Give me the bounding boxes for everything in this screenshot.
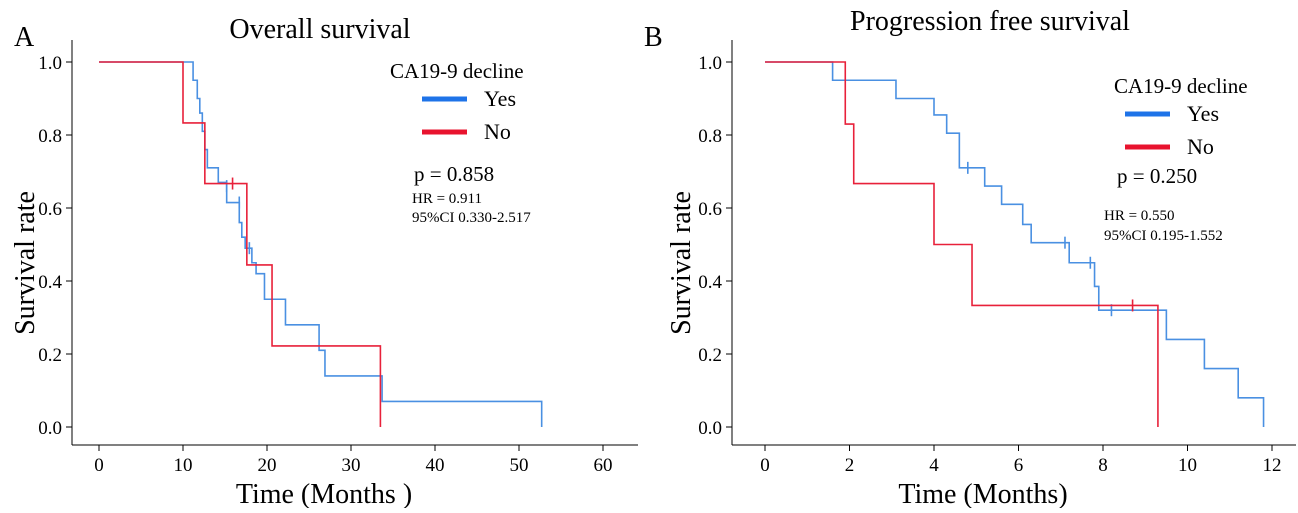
panel-b-y-tick-label: 0.8 bbox=[698, 126, 722, 147]
panel-a-x-tick-label: 20 bbox=[258, 455, 277, 476]
panel-a-y-tick-label: 0.2 bbox=[38, 345, 62, 366]
panel-a-y-tick-label: 0.0 bbox=[38, 418, 62, 439]
panel-b-p-value: p = 0.250 bbox=[1117, 164, 1197, 188]
panel-b-x-tick-label: 10 bbox=[1178, 455, 1197, 476]
panel-b-confidence-interval: 95%CI 0.195-1.552 bbox=[1104, 228, 1223, 244]
panel-a-y-axis-label: Survival rate bbox=[10, 191, 41, 335]
panel-b-x-tick-label: 8 bbox=[1098, 455, 1108, 476]
panel-b-hazard-ratio: HR = 0.550 bbox=[1104, 208, 1175, 224]
panel-b-y-tick-label: 0.0 bbox=[698, 418, 722, 439]
panel-b-x-tick-label: 2 bbox=[845, 455, 855, 476]
panel-a-y-tick-label: 1.0 bbox=[38, 53, 62, 74]
panel-b-y-tick-label: 0.6 bbox=[698, 199, 722, 220]
panel-a-curve-no bbox=[99, 61, 382, 427]
panel-b-legend-label-no: No bbox=[1187, 134, 1214, 159]
panel-b-x-tick-label: 4 bbox=[929, 455, 939, 476]
panel-b-curve-no bbox=[765, 61, 1159, 427]
panel-b-legend-title: CA19-9 decline bbox=[1114, 74, 1248, 98]
panel-b-letter: B bbox=[644, 22, 663, 53]
panel-b-y-axis-label: Survival rate bbox=[666, 191, 697, 335]
panel-a-title: Overall survival bbox=[229, 14, 410, 45]
panel-a-legend-label-yes: Yes bbox=[484, 86, 516, 111]
panel-b-x-axis-label: Time (Months) bbox=[898, 479, 1067, 508]
panel-a-x-axis-label: Time (Months ) bbox=[236, 479, 412, 508]
panel-a-x-tick-label: 30 bbox=[342, 455, 361, 476]
panel-a-x-tick-label: 50 bbox=[510, 455, 529, 476]
panel-a: A Overall survival Time (Months ) Surviv… bbox=[10, 14, 638, 510]
panel-b: B Progression free survival Time (Months… bbox=[644, 6, 1296, 510]
panel-a-y-tick-label: 0.6 bbox=[38, 199, 62, 220]
panel-b-x-tick-label: 6 bbox=[1014, 455, 1024, 476]
panel-a-confidence-interval: 95%CI 0.330-2.517 bbox=[412, 210, 531, 226]
panel-a-y-tick-label: 0.4 bbox=[38, 272, 62, 293]
panel-a-x-tick-label: 0 bbox=[94, 455, 104, 476]
panel-b-x-tick-label: 0 bbox=[760, 455, 770, 476]
panel-a-legend-title: CA19-9 decline bbox=[390, 59, 524, 83]
panel-a-legend-label-no: No bbox=[484, 119, 511, 144]
panel-b-title: Progression free survival bbox=[850, 6, 1130, 37]
panel-a-curve-yes bbox=[99, 61, 543, 427]
panel-b-y-tick-label: 1.0 bbox=[698, 53, 722, 74]
panel-a-hazard-ratio: HR = 0.911 bbox=[412, 191, 482, 207]
panel-a-x-tick-label: 60 bbox=[594, 455, 613, 476]
panel-b-curve-yes bbox=[765, 61, 1265, 427]
panel-a-y-tick-label: 0.8 bbox=[38, 126, 62, 147]
panel-b-y-tick-label: 0.4 bbox=[698, 272, 722, 293]
panel-a-letter: A bbox=[14, 22, 35, 53]
panel-a-x-tick-label: 40 bbox=[426, 455, 445, 476]
panel-a-x-tick-label: 10 bbox=[174, 455, 193, 476]
panel-b-legend-label-yes: Yes bbox=[1187, 101, 1219, 126]
panel-b-y-tick-label: 0.2 bbox=[698, 345, 722, 366]
panel-b-x-tick-label: 12 bbox=[1263, 455, 1282, 476]
panel-a-p-value: p = 0.858 bbox=[414, 162, 494, 186]
